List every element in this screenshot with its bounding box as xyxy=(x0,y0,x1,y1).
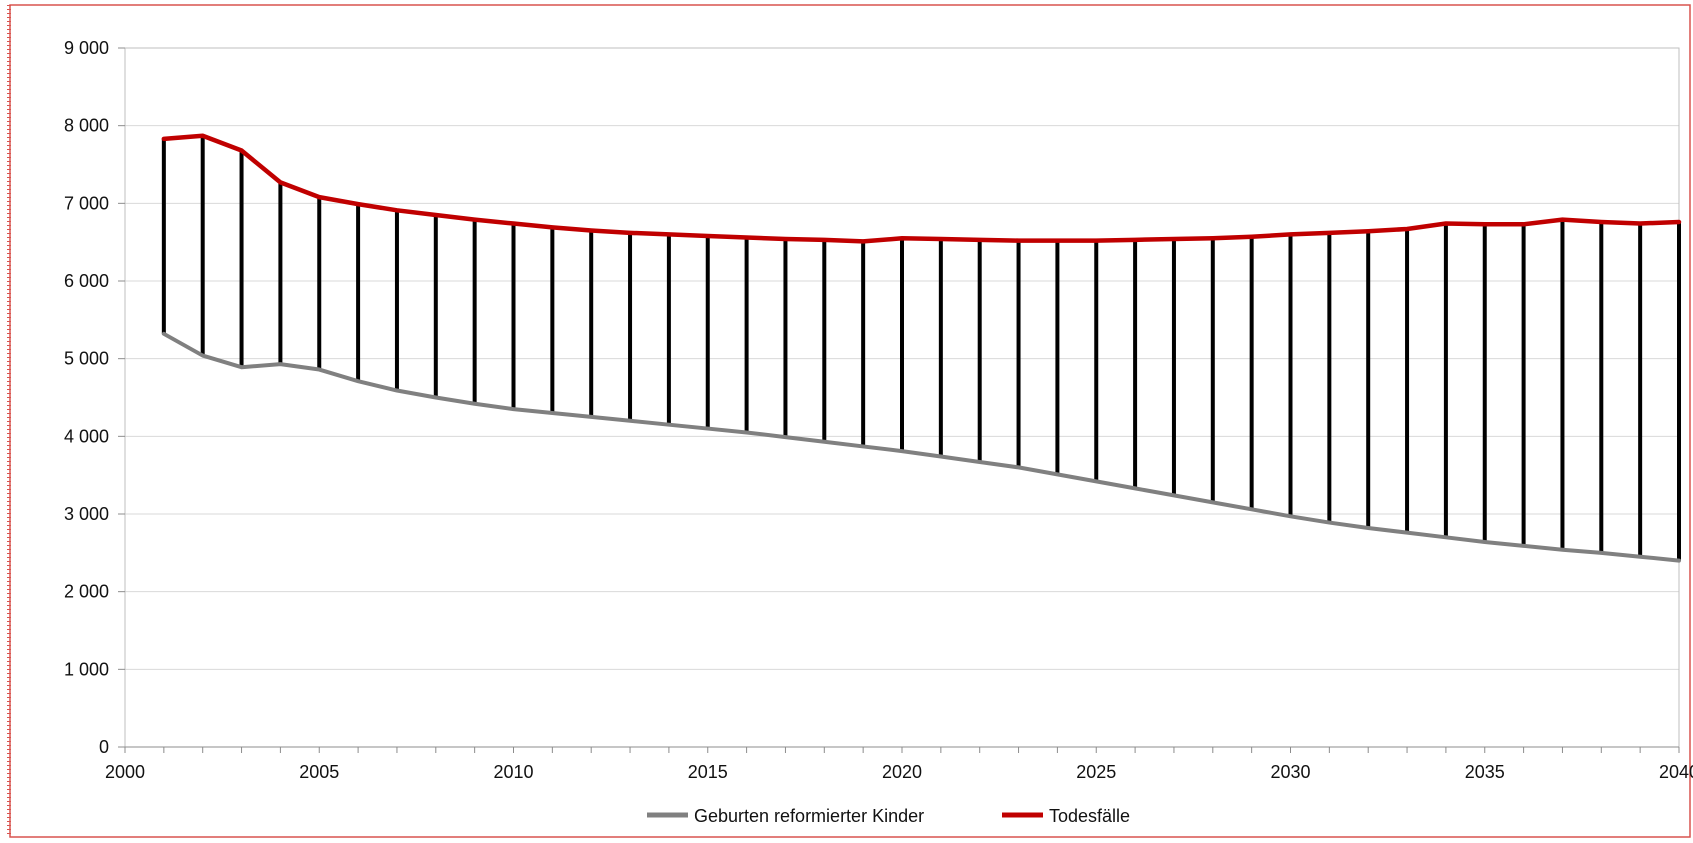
y-tick-label: 4 000 xyxy=(64,426,109,446)
legend-label-deaths: Todesfälle xyxy=(1049,806,1130,826)
x-tick-label: 2020 xyxy=(882,762,922,782)
chart-border xyxy=(10,5,1690,837)
x-tick-label: 2040 xyxy=(1659,762,1693,782)
legend: Geburten reformierter Kinder Todesfälle xyxy=(647,806,1130,826)
y-tick-label: 3 000 xyxy=(64,504,109,524)
x-tick-label: 2025 xyxy=(1076,762,1116,782)
x-tick-label: 2030 xyxy=(1270,762,1310,782)
y-tick-label: 6 000 xyxy=(64,271,109,291)
y-tick-label: 1 000 xyxy=(64,659,109,679)
legend-label-births: Geburten reformierter Kinder xyxy=(694,806,924,826)
y-tick-label: 0 xyxy=(99,737,109,757)
y-tick-label: 2 000 xyxy=(64,582,109,602)
x-tick-label: 2010 xyxy=(493,762,533,782)
x-tick-label: 2035 xyxy=(1465,762,1505,782)
y-tick-label: 5 000 xyxy=(64,349,109,369)
y-tick-label: 8 000 xyxy=(64,116,109,136)
x-tick-label: 2015 xyxy=(688,762,728,782)
x-tick-label: 2000 xyxy=(105,762,145,782)
x-tick-label: 2005 xyxy=(299,762,339,782)
y-tick-label: 9 000 xyxy=(64,38,109,58)
y-tick-label: 7 000 xyxy=(64,193,109,213)
